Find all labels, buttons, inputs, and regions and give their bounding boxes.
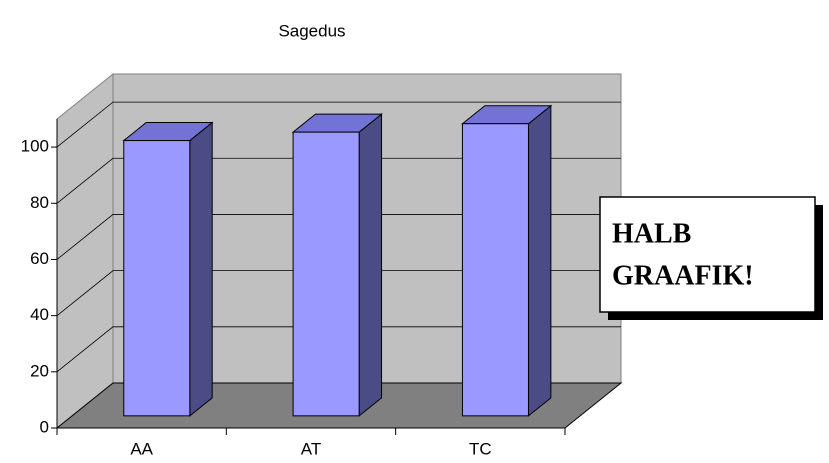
chart-title: Sagedus	[278, 21, 345, 40]
grid-line	[56, 214, 621, 260]
grid-line	[56, 101, 621, 148]
y-tick-label: 0	[40, 417, 49, 436]
annotation-text: HALB	[612, 218, 691, 249]
grid-line	[56, 326, 621, 373]
y-tick-label: 60	[30, 249, 49, 268]
side-wall	[56, 72, 114, 430]
grid-line	[56, 157, 621, 204]
bar	[461, 123, 529, 417]
bar-side	[358, 113, 383, 417]
bar	[123, 140, 191, 417]
y-tick-label: 40	[30, 305, 49, 324]
y-tick-label: 80	[30, 193, 49, 212]
bar	[292, 131, 360, 417]
bar-side	[527, 104, 552, 417]
x-tick-label: TC	[469, 439, 492, 458]
bar-side	[189, 121, 213, 417]
grid-line	[56, 270, 621, 316]
y-tick-label: 20	[30, 361, 49, 380]
x-tick-label: AT	[301, 439, 321, 458]
y-tick-label: 100	[21, 137, 49, 156]
x-tick-label: AA	[130, 439, 153, 458]
annotation-box	[599, 196, 816, 313]
annotation-text: GRAAFIK!	[612, 260, 754, 291]
